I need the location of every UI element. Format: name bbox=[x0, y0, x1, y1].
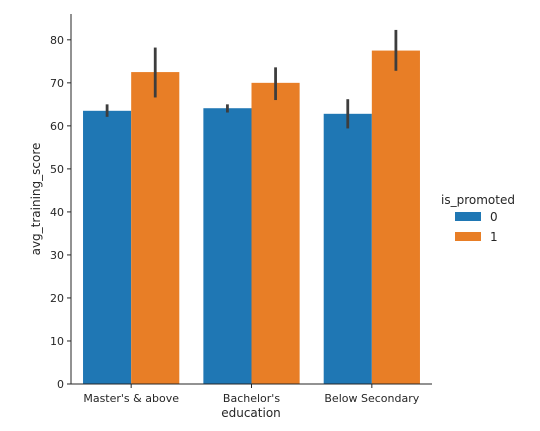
legend: is_promoted 0 1 bbox=[441, 193, 515, 244]
y-tick-label: 40 bbox=[50, 206, 64, 219]
legend-swatch-1 bbox=[455, 232, 481, 241]
x-tick-label: Master's & above bbox=[83, 392, 179, 405]
bar-master-s-above-0 bbox=[83, 110, 132, 385]
y-tick-label: 70 bbox=[50, 77, 64, 90]
y-tick-label: 0 bbox=[57, 378, 64, 391]
bar-below-secondary-0 bbox=[323, 113, 372, 384]
legend-label-0: 0 bbox=[490, 210, 498, 224]
legend-label-1: 1 bbox=[490, 230, 498, 244]
x-tick-label: Bachelor's bbox=[223, 392, 280, 405]
x-ticks-group: Master's & above Bachelor's Below Secondar… bbox=[83, 384, 420, 405]
x-tick-label: Below Secondary bbox=[324, 392, 419, 405]
y-tick-label: 60 bbox=[50, 120, 64, 133]
y-tick-label: 10 bbox=[50, 335, 64, 348]
errorbars-group bbox=[105, 29, 398, 129]
y-axis-label: avg_training_score bbox=[29, 143, 43, 256]
legend-swatch-0 bbox=[455, 212, 481, 221]
y-ticks-group: 0 10 20 30 40 50 60 70 80 bbox=[50, 34, 71, 391]
y-tick-label: 20 bbox=[50, 292, 64, 305]
legend-title: is_promoted bbox=[441, 193, 515, 207]
y-tick-label: 80 bbox=[50, 34, 64, 47]
bar-below-secondary-1 bbox=[371, 50, 420, 384]
bar-master-s-above-1 bbox=[131, 72, 180, 384]
y-tick-label: 50 bbox=[50, 163, 64, 176]
y-tick-label: 30 bbox=[50, 249, 64, 262]
bar-bachelor-s-0 bbox=[203, 108, 252, 384]
x-axis-label: education bbox=[221, 406, 281, 420]
bar-bachelor-s-1 bbox=[251, 82, 300, 384]
bars-group bbox=[83, 50, 420, 385]
